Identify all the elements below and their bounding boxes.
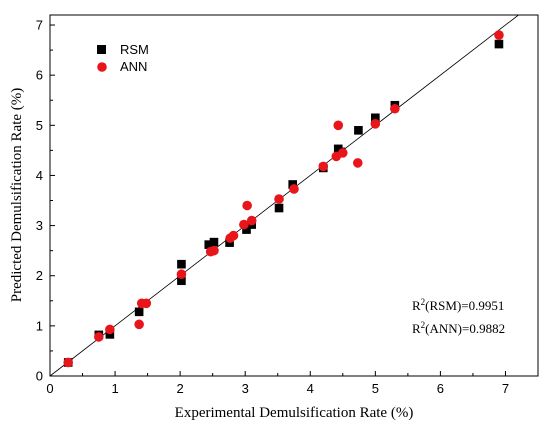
legend-label-rsm: RSM xyxy=(120,42,149,57)
y-tick-label: 4 xyxy=(36,168,43,183)
y-tick-label: 0 xyxy=(36,369,43,384)
legend-marker-rsm xyxy=(97,45,106,54)
point-rsm xyxy=(177,276,186,286)
plot-frame xyxy=(49,14,539,377)
y-axis-title: Predicted Demulsification Rate (%) xyxy=(9,88,25,303)
point-ann xyxy=(289,184,299,194)
point-ann xyxy=(228,230,239,241)
point-rsm xyxy=(354,126,363,135)
point-ann xyxy=(176,269,187,280)
point-ann xyxy=(141,298,152,309)
point-ann xyxy=(209,245,219,256)
point-ann xyxy=(318,161,329,172)
y-tick-label: 7 xyxy=(36,18,43,33)
annotation-r2-rsm: R2(RSM)=0.9951 xyxy=(412,297,504,313)
point-rsm xyxy=(274,203,284,213)
x-axis-title: Experimental Demulsification Rate (%) xyxy=(175,405,414,421)
point-ann xyxy=(494,30,504,40)
point-ann xyxy=(239,219,249,230)
point-rsm xyxy=(105,330,115,339)
point-rsm xyxy=(209,237,219,247)
x-tick-label: 3 xyxy=(242,381,249,396)
point-ann xyxy=(134,319,144,330)
point-ann xyxy=(370,119,381,129)
y-tick-label: 6 xyxy=(36,68,43,83)
point-ann xyxy=(333,120,344,131)
y-tick-label: 3 xyxy=(36,218,43,233)
x-tick-label: 1 xyxy=(111,381,118,396)
point-ann xyxy=(352,158,363,168)
point-ann xyxy=(390,103,400,114)
point-rsm xyxy=(242,225,251,234)
legend-label-ann: ANN xyxy=(120,59,147,74)
point-rsm xyxy=(494,39,504,49)
y-tick-label: 1 xyxy=(36,318,43,333)
x-axis: 0 1 2 3 4 5 6 7 xyxy=(46,371,509,396)
reference-line xyxy=(49,14,519,377)
x-tick-label: 7 xyxy=(502,381,509,396)
point-rsm xyxy=(371,113,380,123)
r2-annotations: R2(RSM)=0.9951 R2(ANN)=0.9882 xyxy=(412,297,505,336)
x-tick-label: 6 xyxy=(437,381,444,396)
x-tick-label: 2 xyxy=(177,381,184,396)
x-tick-label: 0 xyxy=(46,381,53,396)
data-points xyxy=(63,30,504,368)
point-ann xyxy=(63,357,74,368)
x-tick-label: 4 xyxy=(307,381,314,396)
point-ann xyxy=(105,324,115,335)
point-ann xyxy=(274,194,284,204)
legend-marker-ann xyxy=(97,62,107,72)
point-ann xyxy=(338,148,348,158)
annotation-r2-ann: R2(ANN)=0.9882 xyxy=(412,320,505,336)
point-ann xyxy=(94,332,104,342)
point-rsm xyxy=(134,307,144,317)
x-tick-label: 5 xyxy=(372,381,379,396)
y-tick-label: 5 xyxy=(36,118,43,133)
point-rsm xyxy=(177,259,186,269)
y-axis: 0 1 2 3 4 5 6 7 xyxy=(36,18,55,384)
point-ann xyxy=(242,200,252,211)
point-ann xyxy=(246,215,257,226)
y-tick-label: 2 xyxy=(36,268,43,283)
point-rsm xyxy=(204,240,214,249)
legend: RSM ANN xyxy=(97,42,149,74)
